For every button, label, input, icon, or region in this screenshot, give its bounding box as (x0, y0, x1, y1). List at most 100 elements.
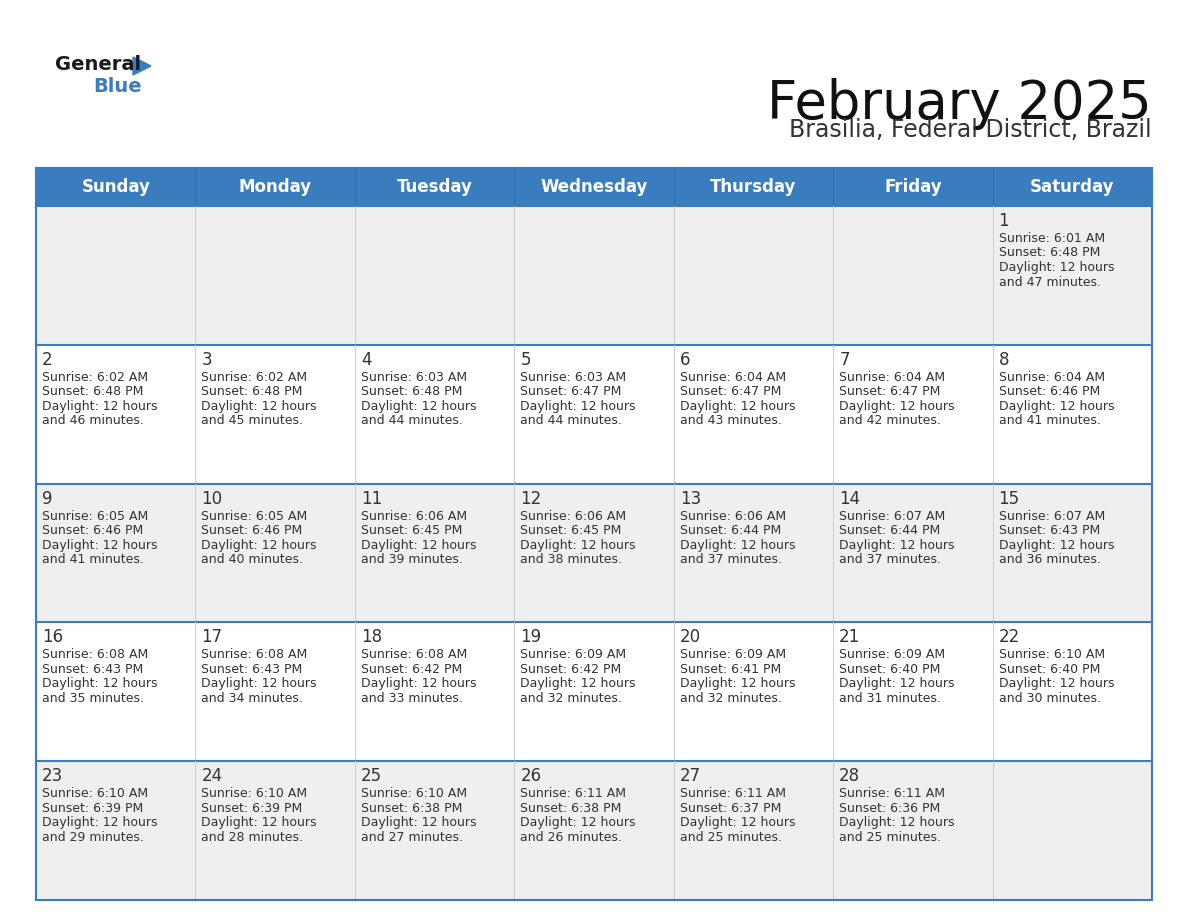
Text: Sunset: 6:39 PM: Sunset: 6:39 PM (42, 801, 144, 814)
Text: and 40 minutes.: and 40 minutes. (202, 554, 303, 566)
Text: and 46 minutes.: and 46 minutes. (42, 414, 144, 427)
Text: 5: 5 (520, 351, 531, 369)
Text: Sunrise: 6:10 AM: Sunrise: 6:10 AM (999, 648, 1105, 661)
Text: Sunset: 6:37 PM: Sunset: 6:37 PM (680, 801, 781, 814)
Text: 20: 20 (680, 629, 701, 646)
Text: 15: 15 (999, 489, 1019, 508)
Bar (36, 761, 1152, 900)
Text: Sunset: 6:40 PM: Sunset: 6:40 PM (839, 663, 941, 676)
Text: and 31 minutes.: and 31 minutes. (839, 692, 941, 705)
Text: Sunset: 6:46 PM: Sunset: 6:46 PM (42, 524, 144, 537)
Text: Daylight: 12 hours: Daylight: 12 hours (202, 677, 317, 690)
Text: Sunday: Sunday (81, 178, 150, 196)
Text: Daylight: 12 hours: Daylight: 12 hours (999, 400, 1114, 413)
Text: Sunrise: 6:04 AM: Sunrise: 6:04 AM (680, 371, 785, 384)
Text: Sunrise: 6:03 AM: Sunrise: 6:03 AM (520, 371, 626, 384)
Text: Daylight: 12 hours: Daylight: 12 hours (42, 539, 158, 552)
Bar (514, 168, 674, 206)
Text: Sunset: 6:45 PM: Sunset: 6:45 PM (520, 524, 621, 537)
Text: Sunrise: 6:11 AM: Sunrise: 6:11 AM (520, 788, 626, 800)
Bar (833, 168, 992, 206)
Text: Sunrise: 6:09 AM: Sunrise: 6:09 AM (520, 648, 626, 661)
Text: 24: 24 (202, 767, 222, 785)
Text: Tuesday: Tuesday (397, 178, 473, 196)
Text: and 44 minutes.: and 44 minutes. (361, 414, 463, 427)
Text: and 37 minutes.: and 37 minutes. (839, 554, 941, 566)
Text: 19: 19 (520, 629, 542, 646)
Text: Sunrise: 6:02 AM: Sunrise: 6:02 AM (42, 371, 148, 384)
Text: 27: 27 (680, 767, 701, 785)
Text: and 36 minutes.: and 36 minutes. (999, 554, 1100, 566)
Text: Blue: Blue (93, 77, 141, 96)
Text: February 2025: February 2025 (767, 78, 1152, 130)
Text: and 45 minutes.: and 45 minutes. (202, 414, 303, 427)
Text: and 30 minutes.: and 30 minutes. (999, 692, 1100, 705)
Text: Sunrise: 6:01 AM: Sunrise: 6:01 AM (999, 232, 1105, 245)
Text: and 39 minutes.: and 39 minutes. (361, 554, 463, 566)
Bar (355, 168, 514, 206)
Text: Sunset: 6:38 PM: Sunset: 6:38 PM (361, 801, 462, 814)
Text: Monday: Monday (239, 178, 311, 196)
Text: Daylight: 12 hours: Daylight: 12 hours (520, 816, 636, 829)
Text: 17: 17 (202, 629, 222, 646)
Text: and 44 minutes.: and 44 minutes. (520, 414, 623, 427)
Text: 14: 14 (839, 489, 860, 508)
Bar (674, 168, 833, 206)
Text: Daylight: 12 hours: Daylight: 12 hours (361, 539, 476, 552)
Text: Sunset: 6:46 PM: Sunset: 6:46 PM (999, 386, 1100, 398)
Text: 2: 2 (42, 351, 52, 369)
Text: Sunrise: 6:03 AM: Sunrise: 6:03 AM (361, 371, 467, 384)
Text: Daylight: 12 hours: Daylight: 12 hours (839, 539, 955, 552)
Text: Sunset: 6:43 PM: Sunset: 6:43 PM (202, 663, 303, 676)
Text: 28: 28 (839, 767, 860, 785)
Text: Sunrise: 6:05 AM: Sunrise: 6:05 AM (202, 509, 308, 522)
Text: 25: 25 (361, 767, 383, 785)
Text: Sunrise: 6:06 AM: Sunrise: 6:06 AM (361, 509, 467, 522)
Text: Daylight: 12 hours: Daylight: 12 hours (839, 816, 955, 829)
Text: Sunset: 6:48 PM: Sunset: 6:48 PM (361, 386, 462, 398)
Text: Sunset: 6:44 PM: Sunset: 6:44 PM (839, 524, 941, 537)
Text: 23: 23 (42, 767, 63, 785)
Text: Daylight: 12 hours: Daylight: 12 hours (999, 539, 1114, 552)
Text: Sunset: 6:42 PM: Sunset: 6:42 PM (520, 663, 621, 676)
Text: Sunrise: 6:09 AM: Sunrise: 6:09 AM (839, 648, 946, 661)
Text: Sunrise: 6:07 AM: Sunrise: 6:07 AM (999, 509, 1105, 522)
Text: 13: 13 (680, 489, 701, 508)
Text: 21: 21 (839, 629, 860, 646)
Text: 22: 22 (999, 629, 1019, 646)
Text: and 26 minutes.: and 26 minutes. (520, 831, 623, 844)
Text: and 47 minutes.: and 47 minutes. (999, 275, 1100, 288)
Text: 6: 6 (680, 351, 690, 369)
Text: Sunset: 6:41 PM: Sunset: 6:41 PM (680, 663, 781, 676)
Text: 4: 4 (361, 351, 372, 369)
Text: Sunrise: 6:08 AM: Sunrise: 6:08 AM (42, 648, 148, 661)
Bar (36, 168, 1152, 206)
Bar (36, 622, 1152, 761)
Text: 26: 26 (520, 767, 542, 785)
Text: Daylight: 12 hours: Daylight: 12 hours (680, 400, 795, 413)
Text: Daylight: 12 hours: Daylight: 12 hours (520, 539, 636, 552)
Text: and 32 minutes.: and 32 minutes. (520, 692, 623, 705)
Text: and 27 minutes.: and 27 minutes. (361, 831, 463, 844)
Text: and 25 minutes.: and 25 minutes. (680, 831, 782, 844)
Text: Sunset: 6:39 PM: Sunset: 6:39 PM (202, 801, 303, 814)
Text: Sunset: 6:44 PM: Sunset: 6:44 PM (680, 524, 781, 537)
Text: Sunset: 6:47 PM: Sunset: 6:47 PM (839, 386, 941, 398)
Text: 7: 7 (839, 351, 849, 369)
Text: Sunrise: 6:09 AM: Sunrise: 6:09 AM (680, 648, 785, 661)
Text: and 32 minutes.: and 32 minutes. (680, 692, 782, 705)
Text: 11: 11 (361, 489, 383, 508)
Text: Daylight: 12 hours: Daylight: 12 hours (202, 816, 317, 829)
Text: Sunrise: 6:04 AM: Sunrise: 6:04 AM (839, 371, 946, 384)
Text: and 41 minutes.: and 41 minutes. (42, 554, 144, 566)
Text: Daylight: 12 hours: Daylight: 12 hours (202, 539, 317, 552)
Text: 8: 8 (999, 351, 1009, 369)
Text: and 33 minutes.: and 33 minutes. (361, 692, 463, 705)
Text: Daylight: 12 hours: Daylight: 12 hours (999, 677, 1114, 690)
Text: Daylight: 12 hours: Daylight: 12 hours (361, 677, 476, 690)
Text: Sunset: 6:48 PM: Sunset: 6:48 PM (999, 247, 1100, 260)
Text: and 38 minutes.: and 38 minutes. (520, 554, 623, 566)
Text: Daylight: 12 hours: Daylight: 12 hours (202, 400, 317, 413)
Text: Sunset: 6:40 PM: Sunset: 6:40 PM (999, 663, 1100, 676)
Text: Daylight: 12 hours: Daylight: 12 hours (680, 677, 795, 690)
